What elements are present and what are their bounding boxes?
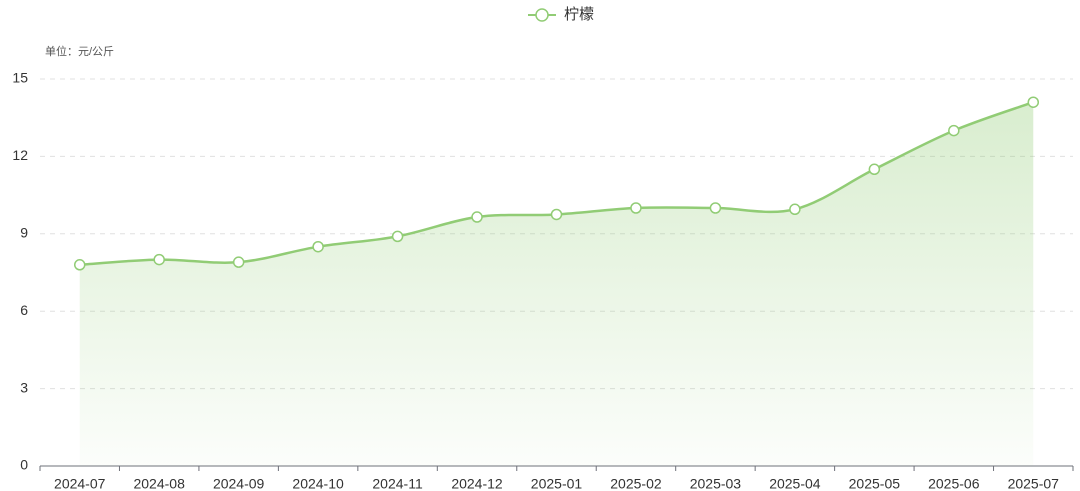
y-tick-label: 0 (20, 457, 28, 473)
x-tick-label: 2025-06 (928, 476, 980, 491)
point[interactable] (709, 202, 722, 214)
x-tick-label: 2024-12 (451, 476, 503, 491)
y-tick-label: 9 (20, 225, 28, 241)
x-tick-label: 2024-09 (213, 476, 265, 491)
point[interactable] (1027, 96, 1040, 108)
point[interactable] (789, 203, 801, 216)
point[interactable] (153, 253, 165, 266)
area (79, 102, 1034, 466)
y-tick-label: 12 (12, 147, 28, 163)
x-tick-label: 2025-03 (690, 476, 742, 491)
x-tick-label: 2024-10 (292, 476, 344, 491)
point[interactable] (948, 124, 960, 137)
x-tick-label: 2025-07 (1008, 476, 1060, 491)
point[interactable] (73, 259, 86, 271)
y-tick-label: 3 (20, 379, 28, 395)
x-tick-label: 2025-02 (610, 476, 662, 491)
point[interactable] (471, 211, 483, 223)
x-tick-label: 2024-08 (133, 476, 185, 491)
legend-marker[interactable] (535, 8, 549, 22)
point[interactable] (630, 202, 642, 214)
y-tick-label: 15 (12, 70, 28, 86)
unit-label: 单位：元/公斤 (45, 44, 114, 58)
x-tick-label: 2024-11 (372, 476, 423, 491)
x-tick-label: 2024-07 (54, 476, 106, 491)
point[interactable] (391, 230, 404, 243)
point[interactable] (232, 256, 245, 268)
point[interactable] (868, 163, 881, 176)
point[interactable] (312, 240, 324, 253)
x-tick-label: 2025-05 (849, 476, 901, 491)
y-tick-label: 6 (20, 302, 28, 318)
x-tick-label: 2025-04 (769, 476, 821, 491)
point[interactable] (550, 208, 563, 221)
legend-label[interactable]: 柠檬 (564, 6, 594, 23)
x-tick-label: 2025-01 (531, 476, 583, 491)
